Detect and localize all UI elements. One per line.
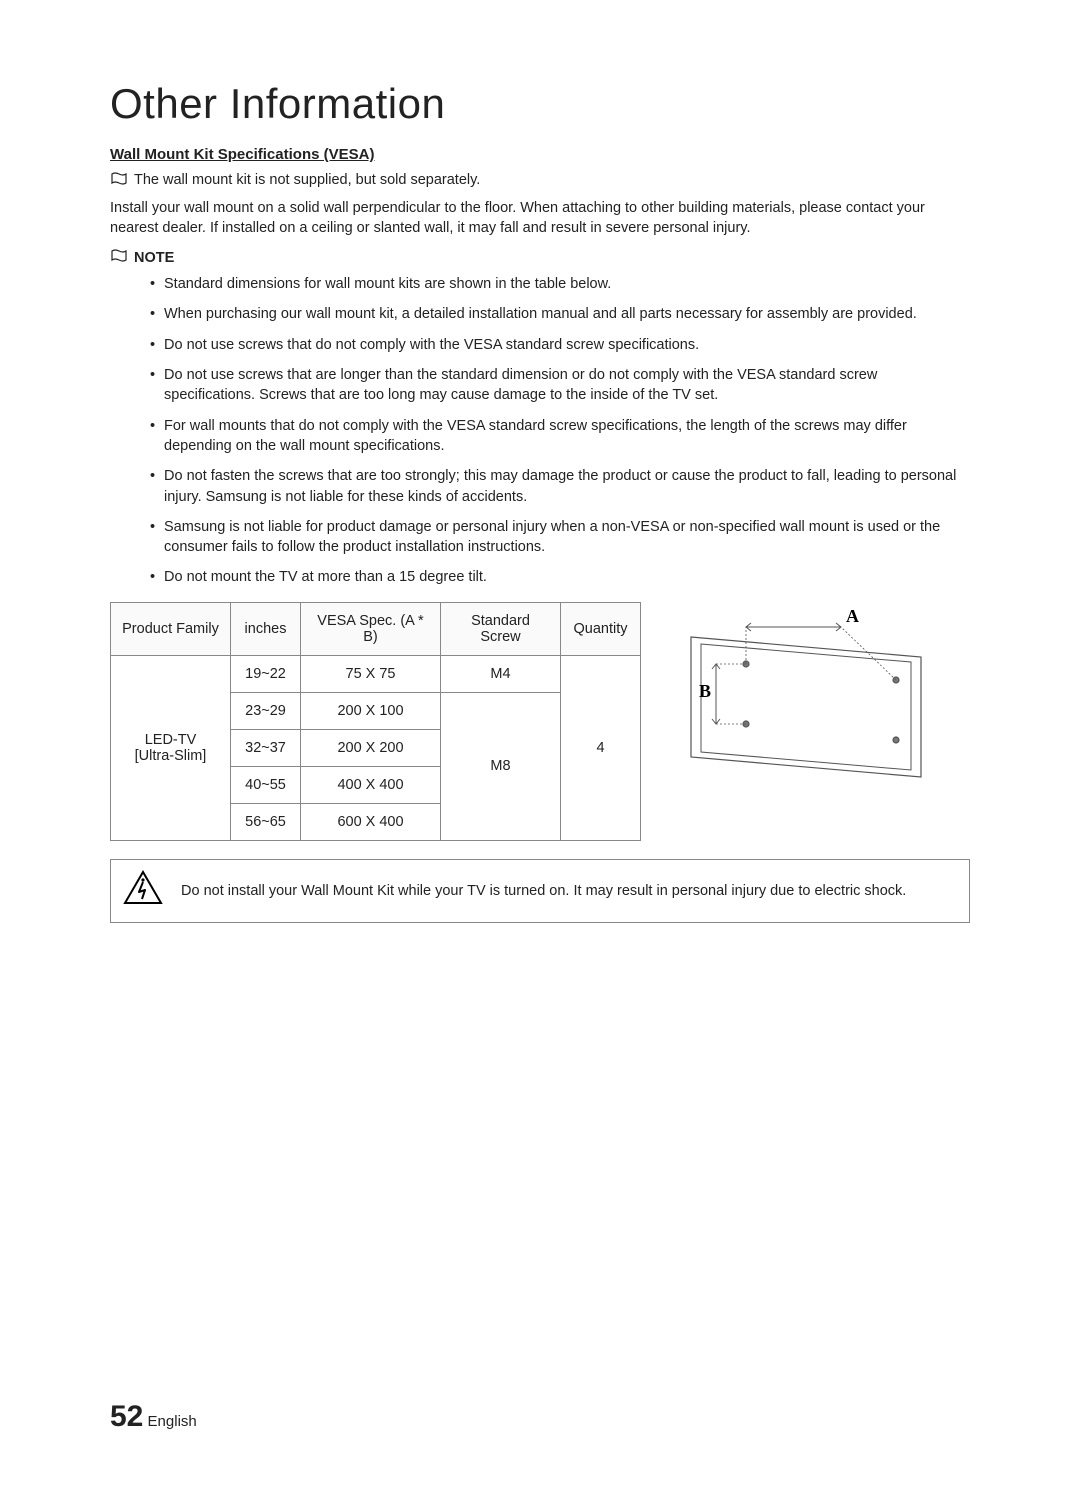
cell-inches: 32~37 bbox=[231, 729, 301, 766]
list-item: When purchasing our wall mount kit, a de… bbox=[150, 304, 970, 324]
footer-language: English bbox=[148, 1413, 197, 1430]
cell-quantity: 4 bbox=[561, 655, 641, 840]
list-item: Do not use screws that do not comply wit… bbox=[150, 335, 970, 355]
cell-vesa: 200 X 200 bbox=[301, 729, 441, 766]
list-item: For wall mounts that do not comply with … bbox=[150, 416, 970, 457]
cell-inches: 40~55 bbox=[231, 766, 301, 803]
note-label-text: NOTE bbox=[134, 250, 174, 266]
warning-icon bbox=[123, 870, 163, 912]
cell-vesa: 400 X 400 bbox=[301, 766, 441, 803]
cell-vesa: 75 X 75 bbox=[301, 655, 441, 692]
supply-note-text: The wall mount kit is not supplied, but … bbox=[134, 171, 480, 191]
warning-text: Do not install your Wall Mount Kit while… bbox=[181, 881, 906, 901]
cell-product-family: LED-TV [Ultra-Slim] bbox=[111, 655, 231, 840]
note-bullet-list: Standard dimensions for wall mount kits … bbox=[150, 274, 970, 588]
list-item: Samsung is not liable for product damage… bbox=[150, 517, 970, 558]
th-vesa: VESA Spec. (A * B) bbox=[301, 602, 441, 655]
th-product-family: Product Family bbox=[111, 602, 231, 655]
vesa-spec-table: Product Family inches VESA Spec. (A * B)… bbox=[110, 602, 641, 841]
mount-diagram: A B bbox=[661, 602, 970, 797]
cell-inches: 19~22 bbox=[231, 655, 301, 692]
page-title: Other Information bbox=[110, 80, 970, 128]
note-icon bbox=[110, 171, 128, 194]
note-icon bbox=[110, 248, 128, 268]
intro-paragraph: Install your wall mount on a solid wall … bbox=[110, 198, 970, 239]
list-item: Do not use screws that are longer than t… bbox=[150, 365, 970, 406]
cell-inches: 23~29 bbox=[231, 692, 301, 729]
warning-box: Do not install your Wall Mount Kit while… bbox=[110, 859, 970, 923]
diagram-label-b: B bbox=[699, 681, 711, 701]
th-inches: inches bbox=[231, 602, 301, 655]
list-item: Standard dimensions for wall mount kits … bbox=[150, 274, 970, 294]
page-number: 52 bbox=[110, 1400, 143, 1433]
list-item: Do not fasten the screws that are too st… bbox=[150, 466, 970, 507]
cell-screw: M4 bbox=[441, 655, 561, 692]
diagram-label-a: A bbox=[846, 606, 859, 626]
th-quantity: Quantity bbox=[561, 602, 641, 655]
th-screw: Standard Screw bbox=[441, 602, 561, 655]
cell-screw: M8 bbox=[441, 692, 561, 840]
cell-vesa: 600 X 400 bbox=[301, 803, 441, 840]
cell-inches: 56~65 bbox=[231, 803, 301, 840]
page-footer: 52 English bbox=[110, 1400, 197, 1434]
cell-vesa: 200 X 100 bbox=[301, 692, 441, 729]
list-item: Do not mount the TV at more than a 15 de… bbox=[150, 567, 970, 587]
section-heading: Wall Mount Kit Specifications (VESA) bbox=[110, 146, 970, 163]
